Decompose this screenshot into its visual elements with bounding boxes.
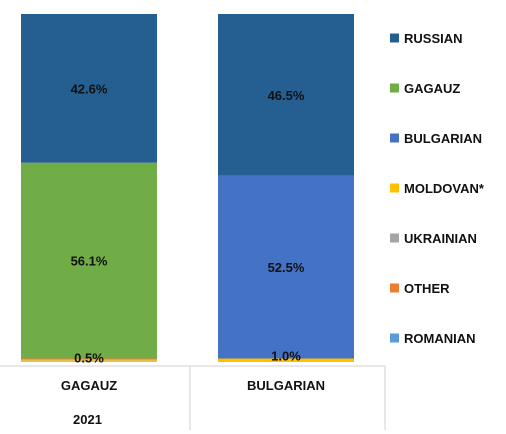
legend-swatch-other (390, 283, 399, 293)
bar-segment-gagauz-gagauz (21, 162, 157, 359)
legend-swatch-gagauz (390, 83, 399, 93)
legend-label-other: OTHER (404, 281, 450, 296)
bar-segment-bulgarian-russian (218, 14, 354, 176)
bar-segment-bulgarian-moldovan (218, 358, 354, 362)
data-label-gagauz-moldovan: 0.5% (74, 350, 104, 365)
tick-label-bulgarian: BULGARIAN (247, 378, 325, 393)
category-axis: GAGAUZ BULGARIAN 2021 (0, 365, 386, 430)
legend-swatch-bulgarian (390, 133, 399, 143)
data-labels: 42.6% 56.1% 0.5% 46.5% 52.5% 1.0% (71, 81, 305, 365)
legend-label-bulgarian: BULGARIAN (404, 131, 482, 146)
legend-label-romanian: ROMANIAN (404, 331, 476, 346)
legend-swatch-russian (390, 33, 399, 43)
legend-label-moldovan: MOLDOVAN* (404, 181, 485, 196)
data-label-bulgarian-moldovan: 1.0% (271, 349, 301, 364)
bar-segment-bulgarian-bulgarian (218, 175, 354, 359)
data-label-bulgarian-russian: 46.5% (268, 88, 305, 103)
legend: RUSSIAN GAGAUZ BULGARIAN MOLDOVAN* UKRAINIAN… (390, 31, 485, 346)
legend-swatch-ukrainian (390, 233, 399, 243)
tick-label-gagauz: GAGAUZ (61, 378, 117, 393)
data-label-gagauz-gagauz: 56.1% (71, 254, 108, 269)
plot-area (21, 14, 354, 362)
legend-label-ukrainian: UKRAINIAN (404, 231, 477, 246)
bar-segment-gagauz-ukrainian (21, 359, 157, 361)
legend-swatch-moldovan (390, 183, 399, 193)
bar-segment-gagauz-moldovan (21, 360, 157, 362)
data-label-gagauz-russian: 42.6% (71, 81, 108, 96)
bar-segment-gagauz-other (21, 358, 157, 360)
legend-label-russian: RUSSIAN (404, 31, 463, 46)
bar-segment-gagauz-russian (21, 14, 157, 163)
data-label-bulgarian-bulgarian: 52.5% (268, 260, 305, 275)
legend-swatch-romanian (390, 333, 399, 343)
legend-label-gagauz: GAGAUZ (404, 81, 460, 96)
group-label-year: 2021 (73, 412, 102, 427)
